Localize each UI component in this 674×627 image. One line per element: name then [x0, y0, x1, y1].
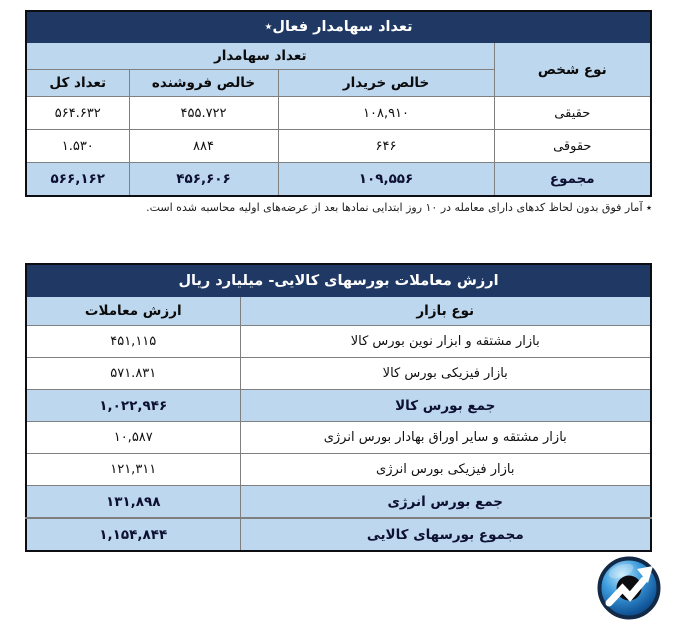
column-header-row: خالص خریدار خالص فروشنده تعداد کل — [25, 69, 651, 97]
commodity-exchanges-table: ارزش معاملات بورسهای کالایی- میلیارد ریا… — [25, 263, 652, 552]
shareholders-table-title: تعداد سهامدار فعال٭ — [25, 10, 652, 43]
market-type-header: نوع بازار — [239, 296, 652, 326]
table-row: حقیقی ۱۰۸,۹۱۰ ۴۵۵.۷۲۲ ۵۶۴.۶۳۲ — [25, 96, 652, 130]
total-count-cell: ۱.۵۳۰ — [25, 129, 130, 163]
table-subtotal-row: جمع بورس کالا ۱,۰۲۲,۹۴۶ — [25, 389, 652, 422]
market-type-cell: بازار فیزیکی بورس کالا — [239, 357, 652, 390]
table-grand-total-row: مجموع بورسهای کالایی ۱,۱۵۴,۸۴۴ — [25, 517, 652, 552]
table-row: بازار مشتقه و سایر اوراق بهادار بورس انر… — [25, 421, 652, 454]
trade-value-cell: ۵۷۱.۸۳۱ — [25, 357, 241, 390]
market-type-cell: مجموع بورسهای کالایی — [239, 517, 652, 552]
net-seller-cell: ۴۵۶,۶۰۶ — [128, 162, 279, 197]
table-row: بازار مشتقه و ابزار نوین بورس کالا ۴۵۱,۱… — [25, 325, 652, 358]
table-footnote: ٭ آمار فوق بدون لحاظ کدهای دارای معامله … — [146, 201, 652, 214]
market-type-cell: بازار مشتقه و سایر اوراق بهادار بورس انر… — [239, 421, 652, 454]
commodity-table-title: ارزش معاملات بورسهای کالایی- میلیارد ریا… — [25, 263, 652, 297]
total-count-cell: ۵۶۶,۱۶۲ — [25, 162, 130, 197]
table-row: حقوقی ۶۴۶ ۸۸۴ ۱.۵۳۰ — [25, 129, 652, 163]
person-type-cell: حقوقی — [493, 129, 652, 163]
net-seller-cell: ۴۵۵.۷۲۲ — [128, 96, 279, 130]
table-total-row: مجموع ۱۰۹,۵۵۶ ۴۵۶,۶۰۶ ۵۶۶,۱۶۲ — [25, 162, 652, 197]
net-seller-header: خالص فروشنده — [128, 69, 279, 97]
shareholders-table: تعداد سهامدار فعال٭ نوع شخص تعداد سهامدا… — [25, 10, 653, 197]
group-header-row: نوع شخص تعداد سهامدار — [25, 42, 652, 97]
trade-value-cell: ۱,۱۵۴,۸۴۴ — [25, 517, 241, 552]
table-title-row: تعداد سهامدار فعال٭ — [25, 10, 652, 43]
market-type-cell: جمع بورس انرژی — [239, 485, 652, 519]
net-buyer-cell: ۱۰۸,۹۱۰ — [277, 96, 495, 130]
trade-value-cell: ۱۰,۵۸۷ — [25, 421, 241, 454]
net-buyer-cell: ۱۰۹,۵۵۶ — [277, 162, 495, 197]
trade-value-cell: ۱,۰۲۲,۹۴۶ — [25, 389, 241, 422]
trade-value-cell: ۱۳۱,۸۹۸ — [25, 485, 241, 519]
person-type-header: نوع شخص — [493, 42, 652, 97]
trade-value-cell: ۴۵۱,۱۱۵ — [25, 325, 241, 358]
trade-value-header: ارزش معاملات — [25, 296, 241, 326]
person-type-cell: مجموع — [493, 162, 652, 197]
trade-value-cell: ۱۲۱,۳۱۱ — [25, 453, 241, 486]
table-row: بازار فیزیکی بورس کالا ۵۷۱.۸۳۱ — [25, 357, 652, 390]
table-subtotal-row: جمع بورس انرژی ۱۳۱,۸۹۸ — [25, 485, 652, 519]
table-row: بازار فیزیکی بورس انرژی ۱۲۱,۳۱۱ — [25, 453, 652, 486]
net-buyer-cell: ۶۴۶ — [277, 129, 495, 163]
market-type-cell: بازار فیزیکی بورس انرژی — [239, 453, 652, 486]
net-seller-cell: ۸۸۴ — [128, 129, 279, 163]
net-buyer-header: خالص خریدار — [277, 69, 495, 97]
market-type-cell: جمع بورس کالا — [239, 389, 652, 422]
sena-market-logo-icon — [597, 556, 661, 620]
total-count-cell: ۵۶۴.۶۳۲ — [25, 96, 130, 130]
market-type-cell: بازار مشتقه و ابزار نوین بورس کالا — [239, 325, 652, 358]
market-trend-logo-icon — [597, 556, 661, 620]
column-header-row: نوع بازار ارزش معاملات — [25, 296, 652, 326]
shareholder-count-group-header: تعداد سهامدار — [25, 42, 495, 70]
table-title-row: ارزش معاملات بورسهای کالایی- میلیارد ریا… — [25, 263, 652, 297]
person-type-cell: حقیقی — [493, 96, 652, 130]
total-count-header: تعداد کل — [25, 69, 130, 97]
